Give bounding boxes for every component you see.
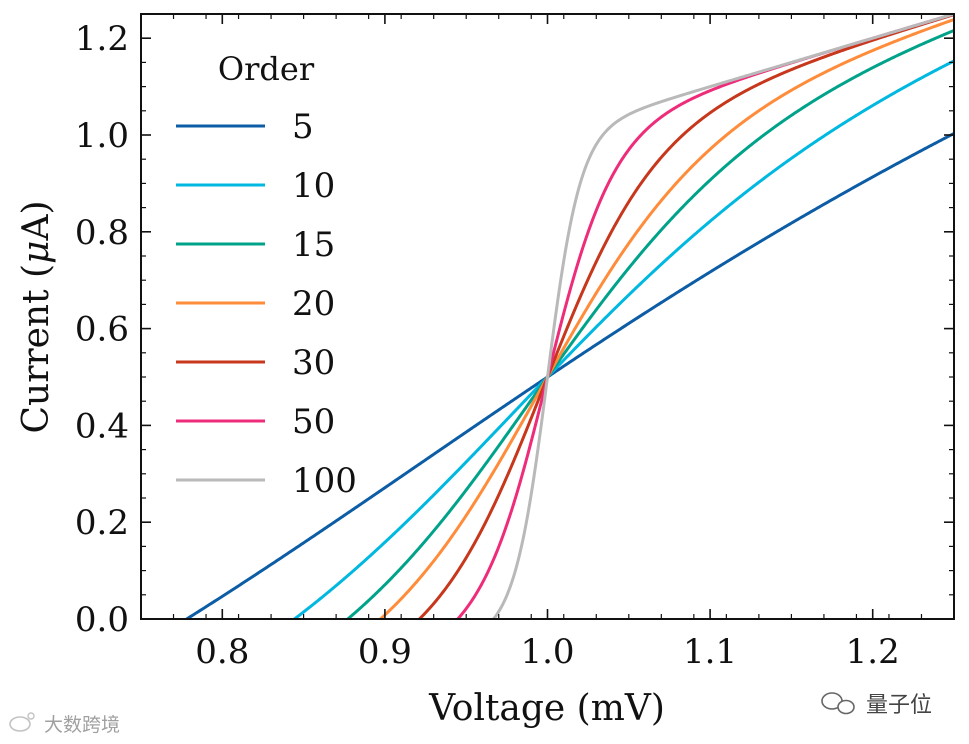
tick-label-layer: 0.8 0.9 1.0 1.1 1.2 0.0 0.2 0.4 0.6 0.8 1.0 1.2 <box>75 19 900 672</box>
wechat-icon <box>821 692 855 715</box>
watermark-right-text: 量子位 <box>866 693 932 718</box>
tick-layer <box>140 13 955 620</box>
plot-frame <box>140 13 955 620</box>
legend-label-5: 5 <box>292 107 314 147</box>
x-tick-label: 0.8 <box>195 632 249 672</box>
x-tick-label: 1.0 <box>520 632 574 672</box>
x-tick-label: 1.2 <box>846 632 900 672</box>
x-tick-label: 1.1 <box>683 632 737 672</box>
y-tick-label: 0.2 <box>75 503 129 543</box>
y-tick-label: 0.8 <box>75 213 129 253</box>
y-tick-label: 0.0 <box>75 600 129 640</box>
y-tick-label: 1.2 <box>75 19 129 59</box>
watermark-left: 大数跨境 <box>9 712 120 736</box>
watermark-left-text: 大数跨境 <box>44 714 120 736</box>
series-line-100 <box>491 14 954 619</box>
weibo-icon <box>9 712 35 732</box>
legend: Order 5 10 15 20 30 50 100 <box>176 50 357 501</box>
x-axis-label: Voltage (mV) <box>428 688 665 729</box>
legend-label-10: 10 <box>292 166 335 206</box>
y-tick-label: 0.4 <box>75 406 129 446</box>
legend-label-50: 50 <box>292 402 335 442</box>
legend-label-30: 30 <box>292 343 335 383</box>
legend-label-20: 20 <box>292 284 335 324</box>
y-tick-label: 0.6 <box>75 310 129 350</box>
y-tick-label: 1.0 <box>75 116 129 156</box>
series-line-5 <box>183 131 954 619</box>
y-axis-label-mu: μ <box>16 241 57 264</box>
watermark-right: 量子位 <box>821 692 932 718</box>
y-axis-label: Current (μA) <box>16 200 57 433</box>
y-axis-label-prefix: Current ( <box>16 264 57 434</box>
legend-label-15: 15 <box>292 225 335 265</box>
y-axis-label-suffix: A) <box>16 200 57 241</box>
legend-label-100: 100 <box>292 461 357 501</box>
series-layer <box>183 14 954 619</box>
x-tick-label: 0.9 <box>358 632 412 672</box>
legend-title: Order <box>218 50 315 88</box>
